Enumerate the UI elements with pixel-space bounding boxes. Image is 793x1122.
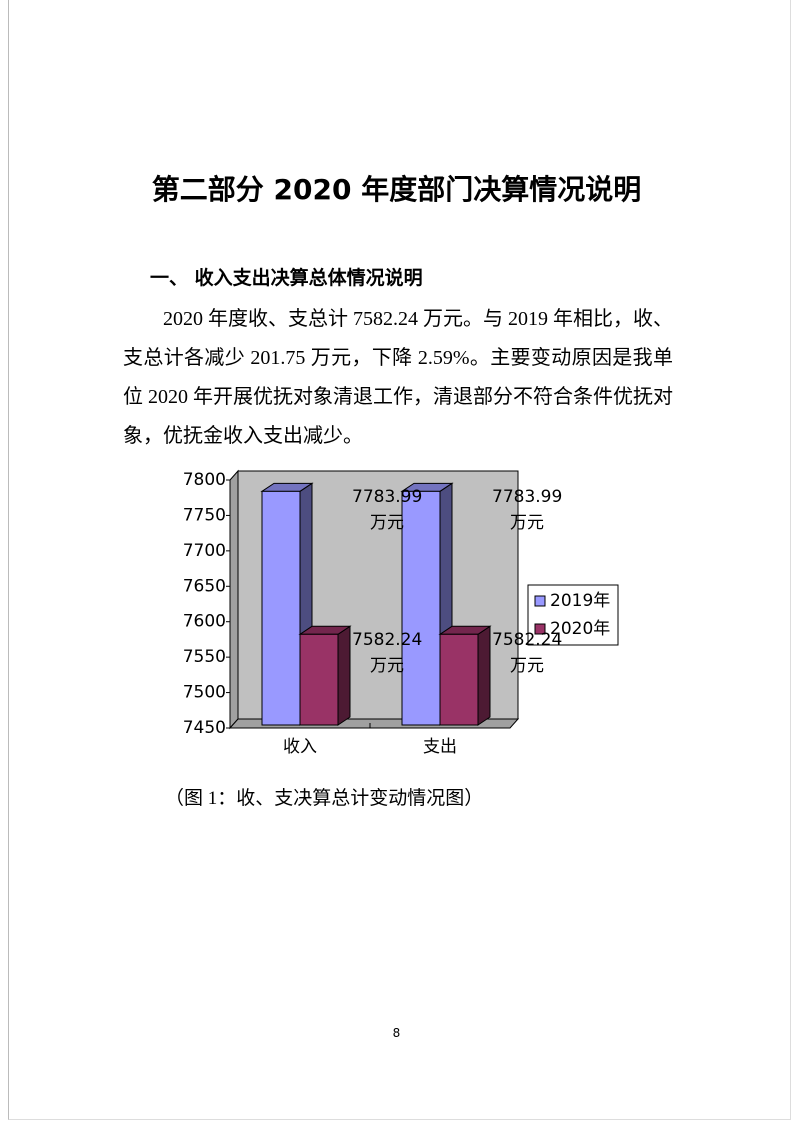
x-tick-label: 支出: [423, 737, 457, 757]
page-frame: [8, 0, 791, 1120]
x-tick-label: 收入: [283, 737, 317, 757]
page-title: 第二部分 2020 年度部门决算情况说明: [151, 173, 642, 206]
legend-label: 2019年: [550, 591, 610, 611]
legend-swatch: [534, 623, 546, 635]
legend-swatch: [534, 595, 546, 607]
page-number: 8: [392, 1026, 401, 1040]
y-tick-label: 7800: [183, 470, 226, 490]
side-wall: [229, 469, 239, 730]
legend-box: [527, 584, 619, 646]
data-label: 7783.99 万元: [492, 487, 563, 534]
bar-side: [337, 625, 351, 726]
y-tick-label: 7600: [183, 612, 226, 632]
paragraph: 2020 年度收、支总计 7582.24 万元。与 2019 年相比，收、支总计…: [123, 308, 673, 447]
legend-label: 2020年: [550, 619, 610, 639]
data-label: 7783.99 万元: [352, 487, 423, 534]
y-tick-label: 7650: [183, 576, 226, 596]
section-heading: 一、 收入支出决算总体情况说明: [150, 267, 423, 289]
data-label: 7582.24 万元: [352, 630, 423, 677]
figure-caption: （图 1：收、支决算总计变动情况图）: [165, 788, 484, 809]
y-tick-label: 7450: [183, 718, 226, 738]
bar: [299, 633, 339, 726]
y-tick-label: 7550: [183, 647, 226, 667]
bar-side: [477, 625, 491, 726]
data-label: 7582.24 万元: [492, 630, 563, 677]
bar: [401, 490, 441, 726]
bar: [261, 490, 301, 726]
y-tick-label: 7700: [183, 541, 226, 561]
y-tick-label: 7500: [183, 683, 226, 703]
bar: [439, 633, 479, 726]
y-tick-label: 7750: [183, 505, 226, 525]
